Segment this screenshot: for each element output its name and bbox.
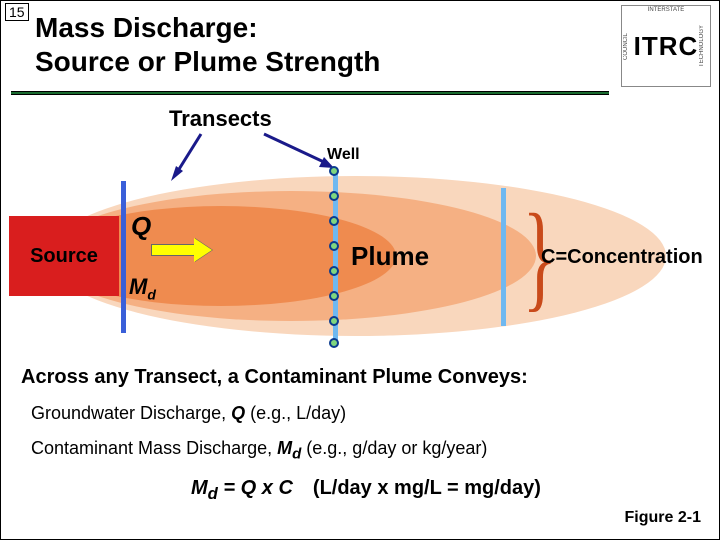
eq-sub: d [208, 484, 218, 503]
q-line-a: Groundwater Discharge, [31, 403, 231, 423]
md-label-m: M [129, 274, 147, 299]
md-line-a: Contaminant Mass Discharge, [31, 438, 277, 458]
concentration-label: C=Concentration [541, 246, 703, 269]
bottom-line-md: Contaminant Mass Discharge, Md (e.g., g/… [31, 438, 699, 463]
q-label: Q [131, 211, 151, 242]
well-dot [329, 291, 339, 301]
md-label-sub: d [147, 286, 156, 302]
eq-rest: = Q x C [218, 477, 293, 499]
title-rule [11, 91, 609, 95]
well-dot [329, 216, 339, 226]
source-box: Source [9, 216, 119, 296]
title-line2: Source or Plume Strength [35, 45, 380, 79]
eq-units: (L/day x mg/L = mg/day) [313, 477, 541, 499]
logo-top-text: INTERSTATE [634, 7, 698, 13]
transect-line [501, 188, 506, 326]
transects-label: Transects [169, 106, 272, 132]
bottom-text-block: Across any Transect, a Contaminant Plume… [21, 366, 699, 504]
plume-diagram: Transects Well Source Q Md Plume } C=Con… [1, 106, 719, 356]
well-dot [329, 266, 339, 276]
q-line-c: (e.g., L/day) [245, 403, 346, 423]
transect-arrow-left [171, 131, 211, 181]
logo-main: ITRC [634, 31, 699, 62]
well-dot [329, 166, 339, 176]
well-dot [329, 338, 339, 348]
equation: Md = Q x C (L/day x mg/L = mg/day) [191, 477, 699, 504]
slide-title: Mass Discharge: Source or Plume Strength [35, 11, 380, 78]
q-line-b: Q [231, 403, 245, 423]
figure-label: Figure 2-1 [625, 509, 701, 527]
logo-right-text: TECHNOLOGY [699, 8, 709, 84]
transect-arrow-right [261, 131, 341, 173]
itrc-logo: INTERSTATE COUNCIL ITRC TECHNOLOGY [621, 5, 711, 87]
bottom-heading: Across any Transect, a Contaminant Plume… [21, 366, 699, 389]
md-line-b: M [277, 438, 292, 458]
flow-arrow-icon [151, 240, 211, 260]
title-line1: Mass Discharge: [35, 11, 380, 45]
transect-line [121, 181, 126, 333]
source-label: Source [30, 245, 98, 268]
page-number: 15 [5, 3, 29, 21]
well-dot [329, 241, 339, 251]
well-dot [329, 316, 339, 326]
well-dot [329, 191, 339, 201]
md-line-sub: d [292, 446, 301, 463]
plume-label: Plume [351, 241, 429, 272]
bottom-line-q: Groundwater Discharge, Q (e.g., L/day) [31, 403, 699, 424]
eq-m: M [191, 477, 208, 499]
logo-left-text: COUNCIL [623, 8, 633, 84]
md-label: Md [129, 274, 156, 302]
md-line-c: (e.g., g/day or kg/year) [301, 438, 487, 458]
